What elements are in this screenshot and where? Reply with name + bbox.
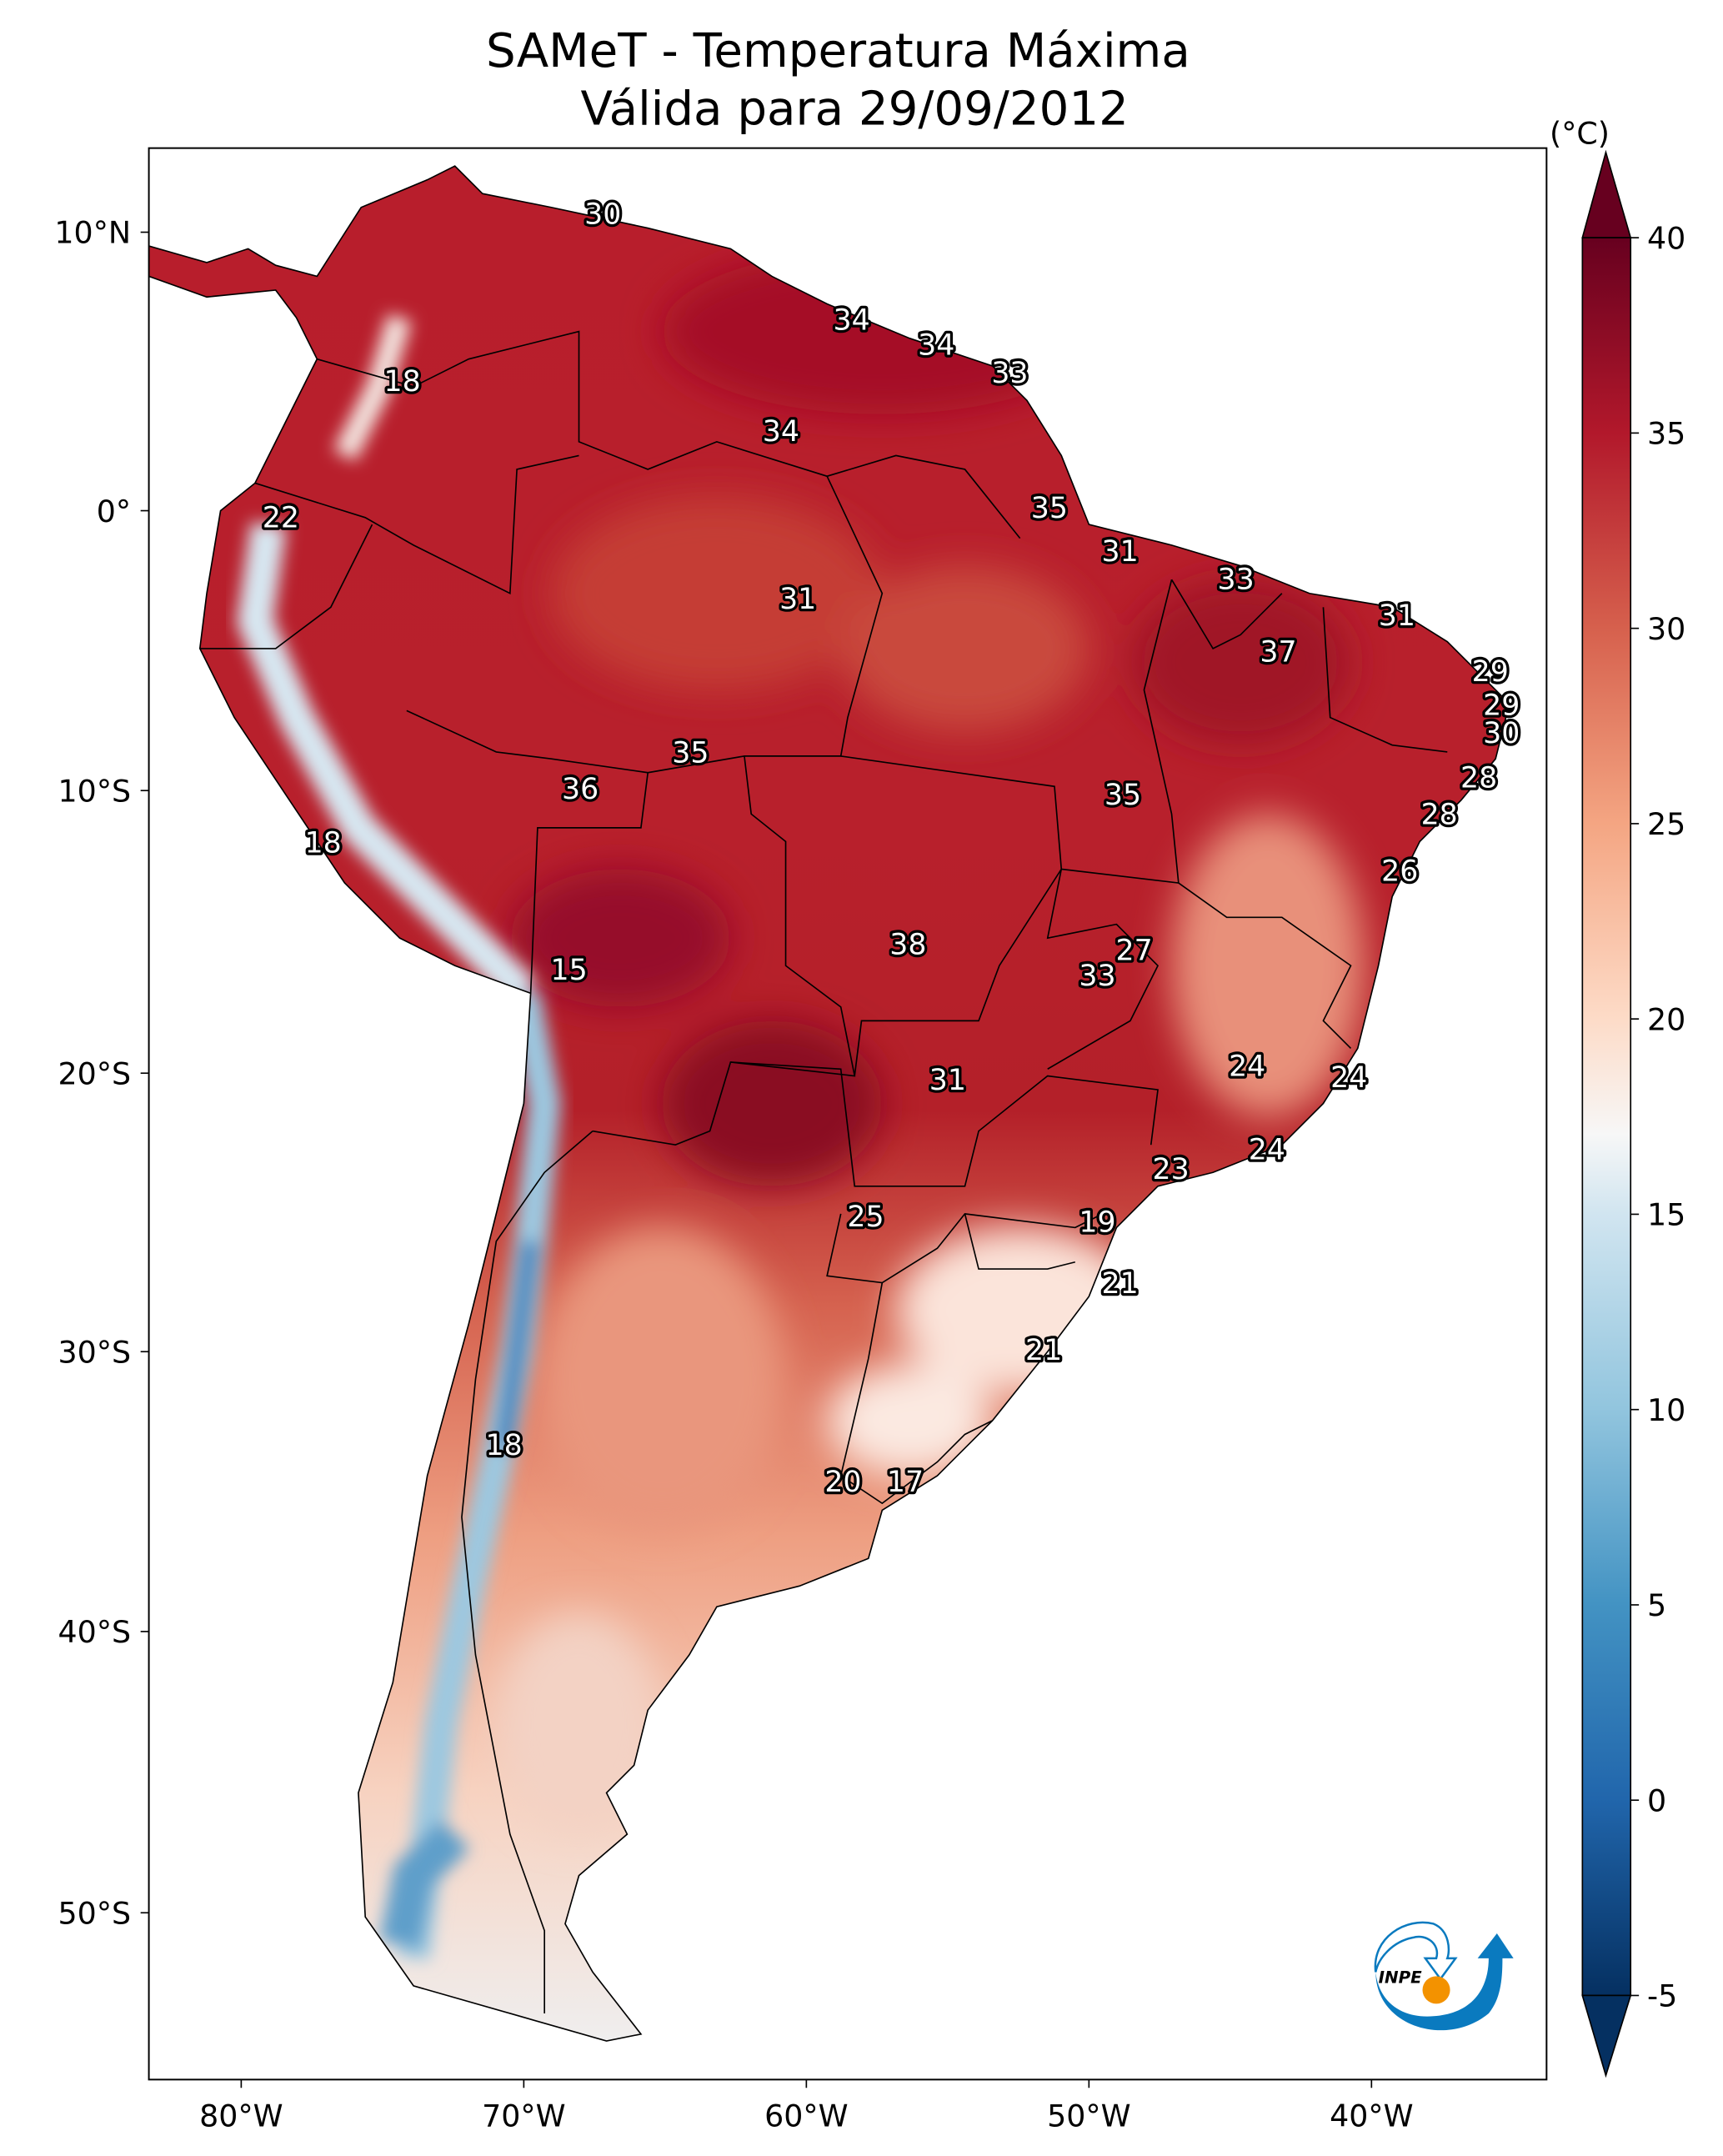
colorbar-tick-label: 30: [1647, 611, 1685, 647]
temperature-field: [148, 165, 1510, 2042]
temperature-label: 31: [779, 583, 816, 616]
temperature-label: 35: [1031, 492, 1068, 525]
map-title: SAMeT - Temperatura Máxima: [486, 24, 1190, 78]
country-borders: [199, 330, 1448, 2013]
map-subtitle: Válida para 29/09/2012: [581, 83, 1129, 137]
temperature-label: 31: [1102, 535, 1139, 569]
temperature-label: 33: [1079, 960, 1115, 993]
colorbar-tick-label: 20: [1647, 1001, 1685, 1037]
lon-tick-label: 80°W: [199, 2098, 283, 2134]
lat-tick-label: 40°S: [58, 1614, 132, 1650]
colorbar-tick-label: 40: [1647, 220, 1685, 256]
temperature-label: 19: [1079, 1206, 1115, 1239]
lon-tick-label: 70°W: [482, 2098, 565, 2134]
lat-tick-label: 0°: [97, 494, 131, 529]
temperature-label: 27: [1115, 934, 1152, 967]
latitude-axis: 10°N 0° 10°S 20°S 30°S 40°S 50°S: [54, 215, 149, 1931]
inpe-logo-text: INPE: [1379, 1968, 1423, 1988]
temperature-label: 22: [263, 501, 299, 534]
temperature-label: 30: [584, 198, 621, 231]
colorbar-extend-min: [1581, 1994, 1632, 2078]
colorbar-tick-label: 25: [1647, 806, 1685, 842]
temperature-label: 28: [1421, 799, 1458, 832]
temperature-label: 23: [1153, 1153, 1190, 1186]
temperature-label: 29: [1472, 655, 1509, 689]
colorbar-tick-label: 5: [1647, 1587, 1666, 1623]
temperature-label: 17: [887, 1466, 924, 1499]
temperature-label: 31: [1379, 599, 1415, 633]
temperature-label: 38: [889, 929, 926, 962]
lon-tick-label: 50°W: [1047, 2098, 1130, 2134]
temperature-label: 24: [1229, 1050, 1265, 1083]
colorbar-unit: (°C): [1550, 116, 1610, 152]
colorbar-tick-label: 15: [1647, 1197, 1685, 1233]
lat-tick-label: 10°N: [54, 215, 131, 251]
lat-tick-label: 20°S: [58, 1055, 132, 1091]
colorbar-tick-label: -5: [1647, 1978, 1677, 2014]
temperature-label: 18: [384, 365, 421, 399]
temperature-label: 35: [672, 736, 709, 770]
temperature-label: 33: [991, 357, 1028, 390]
temperature-label: 36: [562, 773, 599, 806]
lat-tick-label: 50°S: [58, 1895, 132, 1931]
longitude-axis: 80°W 70°W 60°W 50°W 40°W: [199, 2079, 1414, 2134]
temperature-label: 34: [834, 303, 870, 337]
lon-tick-label: 40°W: [1330, 2098, 1413, 2134]
colorbar: (°C) 40 35 30 25 20 15 10 5 0 -5: [1550, 116, 1685, 2078]
temperature-label: 21: [1025, 1334, 1062, 1367]
temperature-label: 35: [1104, 779, 1141, 812]
lat-tick-label: 30°S: [58, 1334, 132, 1370]
inpe-logo: INPE: [1374, 1921, 1514, 2031]
temperature-label: 18: [305, 826, 342, 860]
temperature-label: 18: [486, 1429, 523, 1462]
colorbar-tick-label: 10: [1647, 1392, 1685, 1428]
temperature-label: 34: [763, 415, 799, 449]
temperature-label: 30: [1483, 717, 1520, 750]
temperature-label: 24: [1330, 1061, 1367, 1095]
temperature-label: 26: [1381, 855, 1418, 888]
temperature-label: 20: [824, 1466, 861, 1499]
temperature-label: 24: [1249, 1134, 1285, 1167]
temperature-label: 29: [1483, 689, 1520, 722]
lat-tick-label: 10°S: [58, 773, 132, 809]
colorbar-tick-label: 0: [1647, 1782, 1666, 1818]
colorbar-tick-label: 35: [1647, 416, 1685, 452]
temperature-label: 33: [1218, 563, 1255, 596]
map-frame: [148, 147, 1548, 2081]
temperature-label: 28: [1460, 762, 1497, 795]
colorbar-extend-max: [1581, 149, 1632, 238]
temperature-label: 37: [1260, 636, 1296, 669]
colorbar-bar: [1581, 237, 1632, 1997]
temperature-label: 25: [847, 1201, 884, 1234]
temperature-label: 21: [1102, 1267, 1139, 1301]
temperature-label: 15: [551, 954, 588, 987]
lon-tick-label: 60°W: [764, 2098, 848, 2134]
temperature-label: 31: [929, 1064, 966, 1097]
temperature-label: 34: [918, 328, 954, 362]
